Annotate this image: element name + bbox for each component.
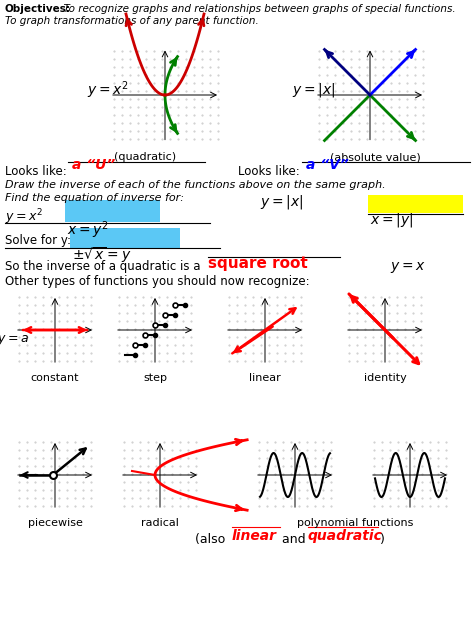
Text: piecewise: piecewise — [27, 518, 82, 528]
Bar — [368, 195, 463, 213]
Text: So the inverse of a quadratic is a: So the inverse of a quadratic is a — [5, 260, 204, 273]
Text: $y = x^2$: $y = x^2$ — [5, 207, 43, 227]
Text: radical: radical — [141, 518, 179, 528]
Text: a “U”: a “U” — [72, 158, 115, 172]
Text: Other types of functions you should now recognize:: Other types of functions you should now … — [5, 275, 310, 288]
Text: $y = x^2$: $y = x^2$ — [87, 79, 128, 100]
Bar — [70, 228, 180, 248]
Text: To graph transformations of any parent function.: To graph transformations of any parent f… — [5, 16, 259, 26]
Text: $y = x$: $y = x$ — [390, 260, 426, 275]
Text: Solve for y:: Solve for y: — [5, 234, 71, 247]
Text: ): ) — [380, 533, 385, 546]
Text: Draw the inverse of each of the functions above on the same graph.: Draw the inverse of each of the function… — [5, 180, 386, 190]
Text: linear: linear — [232, 529, 277, 543]
Text: $y = a$: $y = a$ — [0, 333, 29, 347]
Text: (also: (also — [195, 533, 229, 546]
Text: $\pm\sqrt{x} = y$: $\pm\sqrt{x} = y$ — [72, 245, 132, 265]
Text: polynomial functions: polynomial functions — [297, 518, 413, 528]
Text: $x = |y|$: $x = |y|$ — [370, 211, 413, 229]
Bar — [65, 200, 160, 222]
Text: $y = |x|$: $y = |x|$ — [292, 81, 335, 99]
Text: Objectives:: Objectives: — [5, 4, 71, 14]
Text: Find the equation of inverse for:: Find the equation of inverse for: — [5, 193, 184, 203]
Text: (absolute value): (absolute value) — [329, 152, 420, 162]
Text: a “V”: a “V” — [306, 158, 349, 172]
Text: square root: square root — [208, 256, 308, 271]
Text: constant: constant — [31, 373, 79, 383]
Text: linear: linear — [249, 373, 281, 383]
Text: Looks like:: Looks like: — [238, 165, 300, 178]
Text: step: step — [143, 373, 167, 383]
Text: identity: identity — [364, 373, 406, 383]
Text: $x = y^2$: $x = y^2$ — [67, 219, 109, 241]
Text: Looks like:: Looks like: — [5, 165, 67, 178]
Text: To recognize graphs and relationships between graphs of special functions.: To recognize graphs and relationships be… — [57, 4, 456, 14]
Text: quadratic: quadratic — [308, 529, 383, 543]
Text: $y = |x|$: $y = |x|$ — [260, 193, 303, 211]
Text: (quadratic): (quadratic) — [114, 152, 176, 162]
Text: and: and — [282, 533, 310, 546]
